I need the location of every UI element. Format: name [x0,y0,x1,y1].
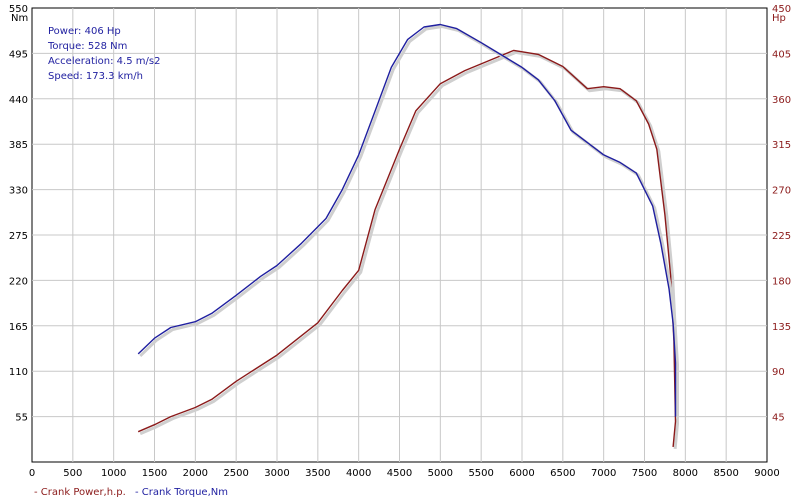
y-left-tick-label: 550 [9,4,28,15]
legend-power: - Crank Power,h.p. [34,487,126,498]
y-right-tick-label: 315 [772,140,791,151]
series-lines [137,23,679,450]
legend: - Crank Power,h.p. - Crank Torque,Nm [34,487,228,498]
x-tick-label: 8500 [713,468,738,479]
left-axis-tick-labels: 550 495 440 385 330 275 220 165 110 55 [9,4,28,424]
y-left-tick-label: 385 [9,140,28,151]
y-left-tick-label: 110 [9,367,28,378]
x-tick-label: 0 [29,468,35,479]
y-left-tick-label: 275 [9,231,28,242]
y-left-tick-label: 495 [9,49,28,60]
x-tick-label: 9000 [754,468,779,479]
x-tick-label: 7000 [591,468,616,479]
y-left-tick-label: 330 [9,186,28,197]
y-right-tick-label: 450 [772,4,791,15]
power-curve [137,49,677,447]
y-right-tick-label: 135 [772,322,791,333]
y-left-tick-label: 440 [9,95,28,106]
x-tick-label: 8000 [673,468,698,479]
series-shadow [139,50,679,450]
x-tick-label: 5500 [468,468,493,479]
x-tick-label: 500 [63,468,82,479]
y-right-tick-label: 45 [772,413,785,424]
torque-curve [137,23,677,417]
info-box: Power: 406 Hp Torque: 528 Nm Acceleratio… [48,24,160,84]
y-right-tick-label: 270 [772,186,791,197]
x-tick-label: 1500 [142,468,167,479]
y-right-tick-label: 225 [772,231,791,242]
y-right-tick-label: 90 [772,367,785,378]
legend-torque: - Crank Torque,Nm [134,487,228,498]
right-axis-tick-labels: 450 405 360 315 270 225 180 135 90 45 [772,4,791,424]
info-speed: Speed: 173.3 km/h [48,71,143,82]
x-tick-label: 7500 [632,468,657,479]
x-tick-label: 6500 [550,468,575,479]
series-shadow [139,25,679,419]
info-acceleration: Acceleration: 4.5 m/s2 [48,56,161,67]
x-tick-label: 4000 [346,468,371,479]
x-tick-label: 6000 [509,468,534,479]
y-right-tick-label: 180 [772,276,791,287]
info-torque: Torque: 528 Nm [48,41,128,52]
y-left-tick-label: 55 [15,413,28,424]
x-tick-label: 1000 [101,468,126,479]
y-left-tick-label: 220 [9,276,28,287]
x-tick-label: 3000 [264,468,289,479]
x-tick-label: 2500 [223,468,248,479]
x-tick-label: 5000 [428,468,453,479]
x-tick-labels: 0 500 1000 1500 2000 2500 3000 3500 4000 4500 5000… [29,468,780,479]
right-axis-unit: Hp [772,13,786,24]
info-power: Power: 406 Hp [48,26,121,37]
x-tick-label: 4500 [387,468,412,479]
y-right-tick-label: 405 [772,49,791,60]
left-axis-unit: Nm [11,13,28,24]
y-left-tick-label: 165 [9,322,28,333]
y-right-tick-label: 360 [772,95,791,106]
x-tick-label: 2000 [183,468,208,479]
x-tick-label: 3500 [305,468,330,479]
